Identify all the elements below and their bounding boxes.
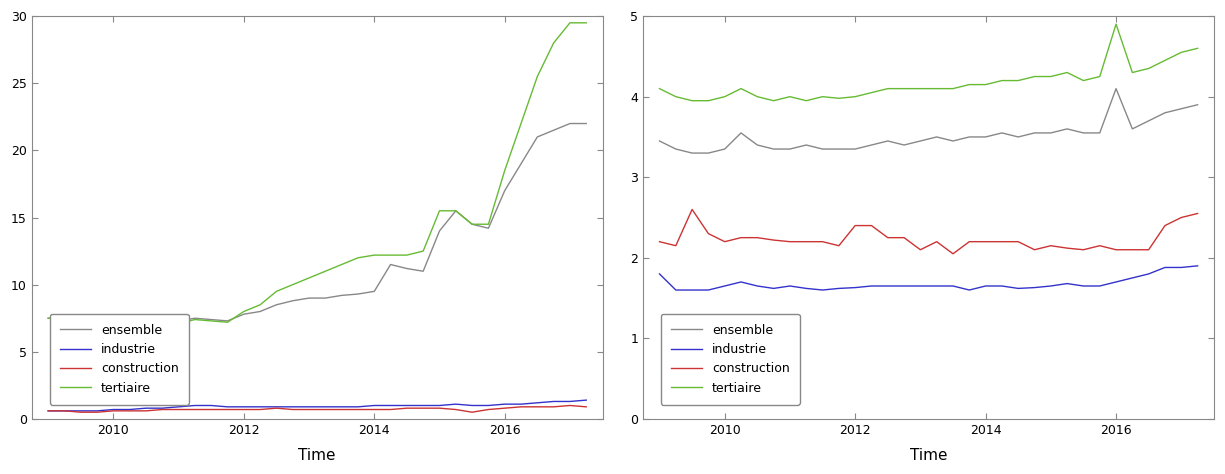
X-axis label: Time: Time	[299, 448, 336, 463]
Legend: ensemble, industrie, construction, tertiaire: ensemble, industrie, construction, terti…	[49, 314, 189, 405]
Legend: ensemble, industrie, construction, tertiaire: ensemble, industrie, construction, terti…	[660, 314, 800, 405]
X-axis label: Time: Time	[910, 448, 947, 463]
